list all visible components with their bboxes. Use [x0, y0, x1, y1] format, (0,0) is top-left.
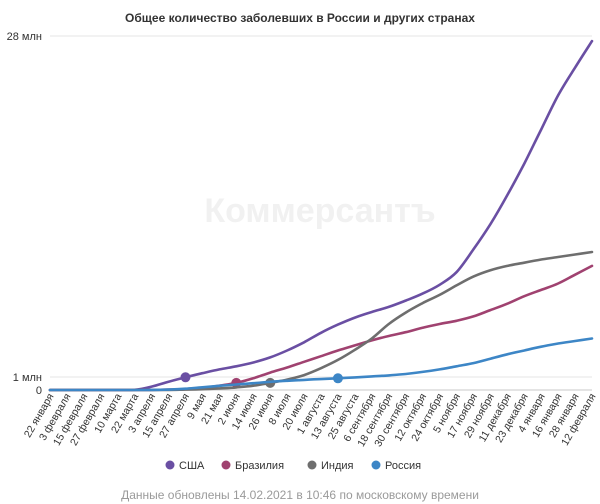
- series-marker-3: [332, 373, 343, 384]
- series-layer: [48, 39, 594, 392]
- legend-marker-0: [165, 460, 175, 470]
- y-tick-label-2: 28 млн: [7, 31, 42, 43]
- chart-title: Общее количество заболевших в России и д…: [125, 11, 475, 25]
- series-marker-0: [180, 372, 191, 383]
- series-line-3: [48, 337, 594, 392]
- footer-note: Данные обновлены 14.02.2021 в 10:46 по м…: [121, 488, 479, 502]
- legend-label-0: США: [179, 460, 205, 472]
- y-tick-label-0: 0: [36, 385, 42, 397]
- y-tick-label-1: 1 млн: [13, 372, 42, 384]
- legend-marker-3: [371, 460, 381, 470]
- legend-marker-2: [307, 460, 317, 470]
- legend: США Бразилия Индия Россия: [165, 460, 421, 472]
- legend-label-2: Индия: [321, 460, 354, 472]
- watermark: Коммерсантъ: [204, 192, 435, 230]
- legend-marker-1: [221, 460, 231, 470]
- legend-label-3: Россия: [385, 460, 421, 472]
- legend-label-1: Бразилия: [235, 460, 284, 472]
